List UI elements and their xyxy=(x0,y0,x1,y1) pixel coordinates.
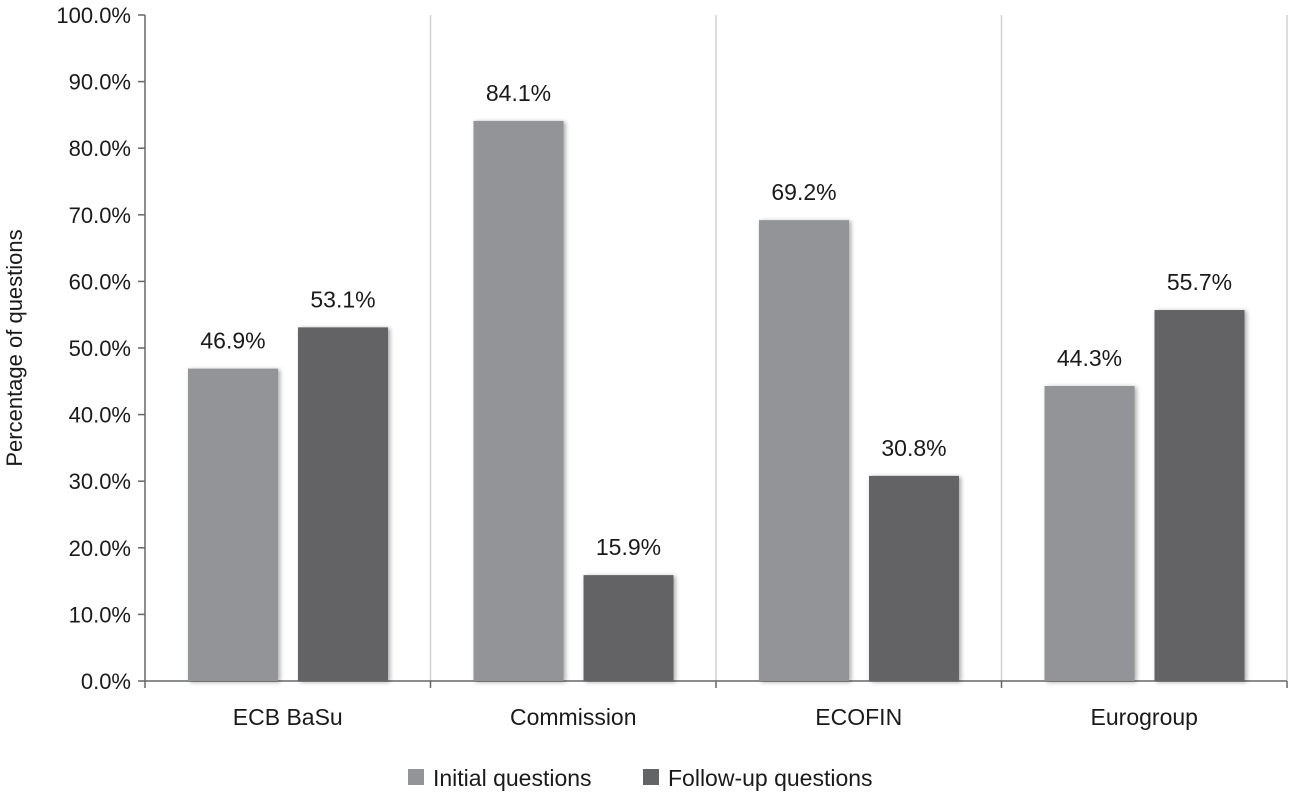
y-tick-label: 80.0% xyxy=(69,136,131,161)
x-tick-label: Eurogroup xyxy=(1091,704,1198,730)
data-label: 46.9% xyxy=(200,328,265,354)
data-label: 30.8% xyxy=(881,435,946,461)
y-tick-label: 10.0% xyxy=(69,602,131,627)
bar-follow-up xyxy=(298,327,388,681)
bar-initial xyxy=(759,220,849,682)
legend-swatch xyxy=(643,769,659,785)
y-tick-label: 0.0% xyxy=(81,669,131,694)
bar-initial xyxy=(473,120,564,682)
y-tick-label: 90.0% xyxy=(69,70,131,95)
data-labels: 46.9% 84.1% 69.2% 44.3% 53.1% 15.9% 30.8% 55.7% xyxy=(200,80,1232,560)
legend-item: Follow-up questions xyxy=(643,765,873,791)
y-axis-title: Percentage of questions xyxy=(2,229,27,466)
y-tick-label: 40.0% xyxy=(69,403,131,428)
x-tick-label: ECB BaSu xyxy=(233,704,343,730)
bar-initial xyxy=(188,368,278,681)
data-label: 55.7% xyxy=(1167,269,1232,295)
gridlines xyxy=(429,15,1288,681)
y-tick-label: 20.0% xyxy=(69,536,131,561)
x-tick-label: Commission xyxy=(510,704,637,730)
bar-follow-up xyxy=(869,475,959,681)
data-label: 44.3% xyxy=(1057,345,1122,371)
legend-label: Follow-up questions xyxy=(668,765,873,791)
x-tick-label: ECOFIN xyxy=(815,704,902,730)
data-label: 53.1% xyxy=(310,286,375,312)
data-label: 69.2% xyxy=(771,179,836,205)
legend: Initial questions Follow-up questions xyxy=(408,765,873,791)
y-tick-label: 60.0% xyxy=(69,269,131,294)
y-tick-label: 70.0% xyxy=(69,203,131,228)
y-tick-label: 100.0% xyxy=(56,3,131,28)
legend-item: Initial questions xyxy=(408,765,592,791)
axes: 0.0% 10.0% 20.0% 30.0% 40.0% 50.0% 60.0% 70.0% 8… xyxy=(56,3,1288,730)
legend-label: Initial questions xyxy=(433,765,592,791)
y-tick-label: 30.0% xyxy=(69,469,131,494)
y-tick-label: 50.0% xyxy=(69,336,131,361)
bars xyxy=(188,120,1245,682)
legend-swatch xyxy=(408,769,424,785)
data-label: 84.1% xyxy=(486,80,551,106)
bar-initial xyxy=(1044,385,1135,681)
data-label: 15.9% xyxy=(596,534,661,560)
bar-follow-up xyxy=(583,575,674,681)
bar-follow-up xyxy=(1154,310,1245,681)
